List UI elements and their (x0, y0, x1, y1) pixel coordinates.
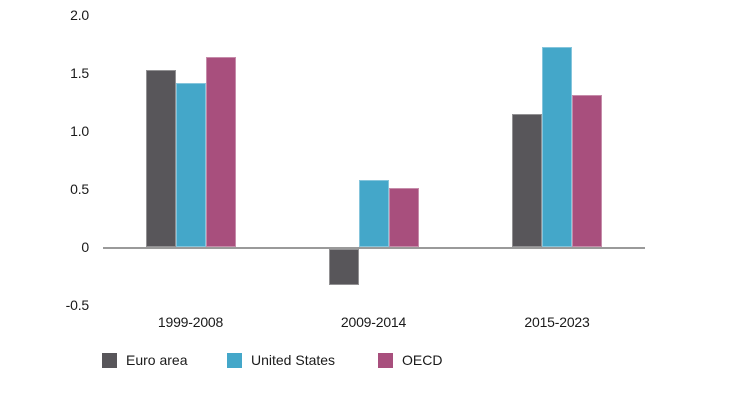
x-category-label: 2009-2014 (340, 314, 407, 330)
bar-oecd-1999-2008 (205, 56, 236, 247)
x-axis-line (103, 247, 645, 249)
legend-label: United States (251, 352, 336, 368)
legend-swatch-euro-area (102, 353, 117, 368)
bar-united-states-1999-2008 (175, 83, 206, 247)
y-tick-label: -0.5 (65, 297, 90, 313)
legend-swatch-united-states (227, 353, 242, 368)
x-category-label: 2015-2023 (524, 314, 590, 330)
y-tick-label: 0 (81, 239, 89, 255)
y-tick-label: 0.5 (70, 181, 89, 197)
legend-item-united-states: United States (227, 353, 335, 368)
bar-euro-area-2009-2014 (328, 249, 359, 285)
legend-item-euro-area: Euro area (102, 353, 187, 368)
x-category-label: 1999-2008 (157, 314, 224, 330)
bar-oecd-2015-2023 (572, 95, 602, 247)
y-tick-label: 2.0 (70, 7, 89, 23)
bar-euro-area-1999-2008 (145, 69, 176, 247)
legend-swatch-oecd (378, 353, 393, 368)
bar-united-states-2015-2023 (542, 47, 572, 247)
bar-oecd-2009-2014 (388, 187, 419, 247)
y-tick-label: 1.0 (70, 123, 89, 139)
y-tick-label: 1.5 (70, 65, 89, 81)
legend-label: Euro area (126, 352, 188, 368)
legend-item-oecd: OECD (378, 353, 442, 368)
legend-label: OECD (402, 352, 443, 368)
bar-united-states-2009-2014 (358, 179, 389, 247)
bar-euro-area-2015-2023 (512, 113, 542, 247)
